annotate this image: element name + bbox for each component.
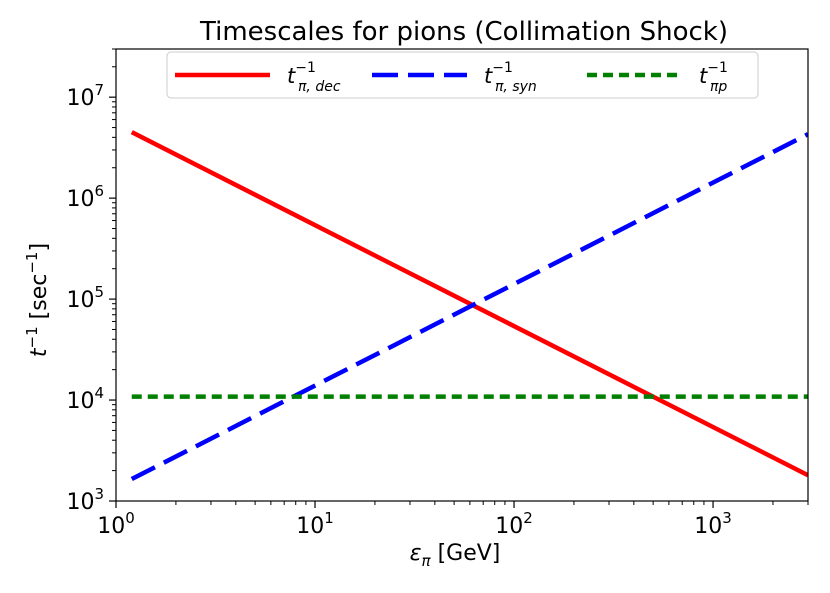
legend-label-0: t−1 π, dec [287,60,341,95]
y-tick-label-1: 104 [66,384,104,414]
x-axis-label-unit: [GeV] [438,541,501,566]
y-tick-label-0: 103 [66,485,104,515]
x-axis-label-sub: π [422,552,432,570]
x-axis-label: επ [GeV] [410,541,501,570]
x-tick-label-2: 102 [495,509,533,539]
y-tick-label-3: 106 [66,182,104,212]
y-axis-label-unit-sup: −1 [23,252,41,274]
y-axis-label-sup: −1 [23,326,41,348]
x-tick-label-1: 101 [296,509,334,539]
y-axis-label: t−1 [sec−1] [23,243,52,357]
y-axis-label-t: t [27,347,52,357]
y-tick-label-2: 105 [66,283,104,313]
y-axis-label-unit: [sec [27,274,52,320]
series-line-0 [130,130,808,478]
x-tick-label-3: 103 [694,509,732,539]
chart-title: Timescales for pions (Collimation Shock) [199,17,728,47]
plot-frame [115,48,809,502]
x-tick-label-0: 100 [97,509,135,539]
legend-label-2: t−1 πp [699,60,728,95]
legend-label-1: t−1 π, syn [484,60,537,95]
x-axis-label-symbol: ε [410,541,422,566]
y-tick-label-4: 107 [66,81,104,111]
series-line-1 [130,132,808,482]
y-axis-label-close: ] [27,243,52,252]
